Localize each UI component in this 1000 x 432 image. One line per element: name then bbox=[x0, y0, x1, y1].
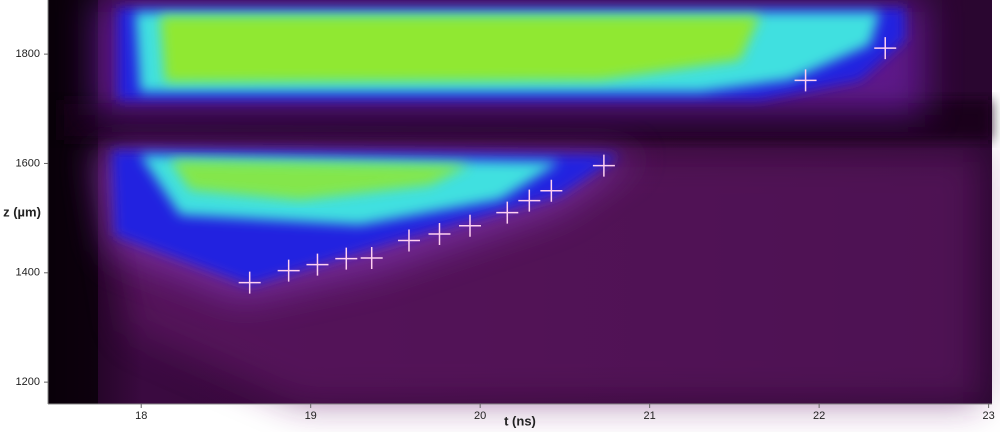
x-tick-label: 21 bbox=[644, 410, 656, 422]
marker bbox=[459, 214, 482, 237]
marker bbox=[277, 259, 300, 282]
marker bbox=[794, 69, 817, 92]
x-tick-label: 22 bbox=[813, 410, 825, 422]
marker bbox=[518, 189, 541, 212]
marker bbox=[238, 271, 261, 294]
plot-image bbox=[47, 0, 992, 405]
x-tick-label: 18 bbox=[135, 410, 147, 422]
marker bbox=[592, 154, 615, 177]
marker bbox=[335, 247, 358, 270]
y-tick-label: 1800 bbox=[16, 48, 40, 60]
x-tick-label: 20 bbox=[474, 410, 486, 422]
marker bbox=[360, 247, 383, 270]
y-tick-label: 1400 bbox=[16, 267, 40, 279]
marker bbox=[428, 222, 451, 245]
x-tick-label: 23 bbox=[982, 410, 994, 422]
y-tick-label: 1200 bbox=[16, 376, 40, 388]
y-axis-title: z (µm) bbox=[3, 204, 41, 219]
marker bbox=[874, 37, 897, 60]
x-tick-label: 19 bbox=[305, 410, 317, 422]
marker bbox=[397, 229, 420, 252]
marker bbox=[306, 253, 329, 276]
x-axis-title: t (ns) bbox=[504, 413, 536, 428]
marker bbox=[496, 201, 519, 224]
marker bbox=[540, 179, 563, 202]
y-tick-label: 1600 bbox=[16, 157, 40, 169]
